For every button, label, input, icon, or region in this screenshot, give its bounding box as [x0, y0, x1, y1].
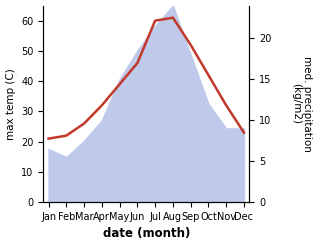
Y-axis label: max temp (C): max temp (C)	[5, 68, 16, 140]
X-axis label: date (month): date (month)	[103, 228, 190, 240]
Y-axis label: med. precipitation
(kg/m2): med. precipitation (kg/m2)	[291, 56, 313, 152]
